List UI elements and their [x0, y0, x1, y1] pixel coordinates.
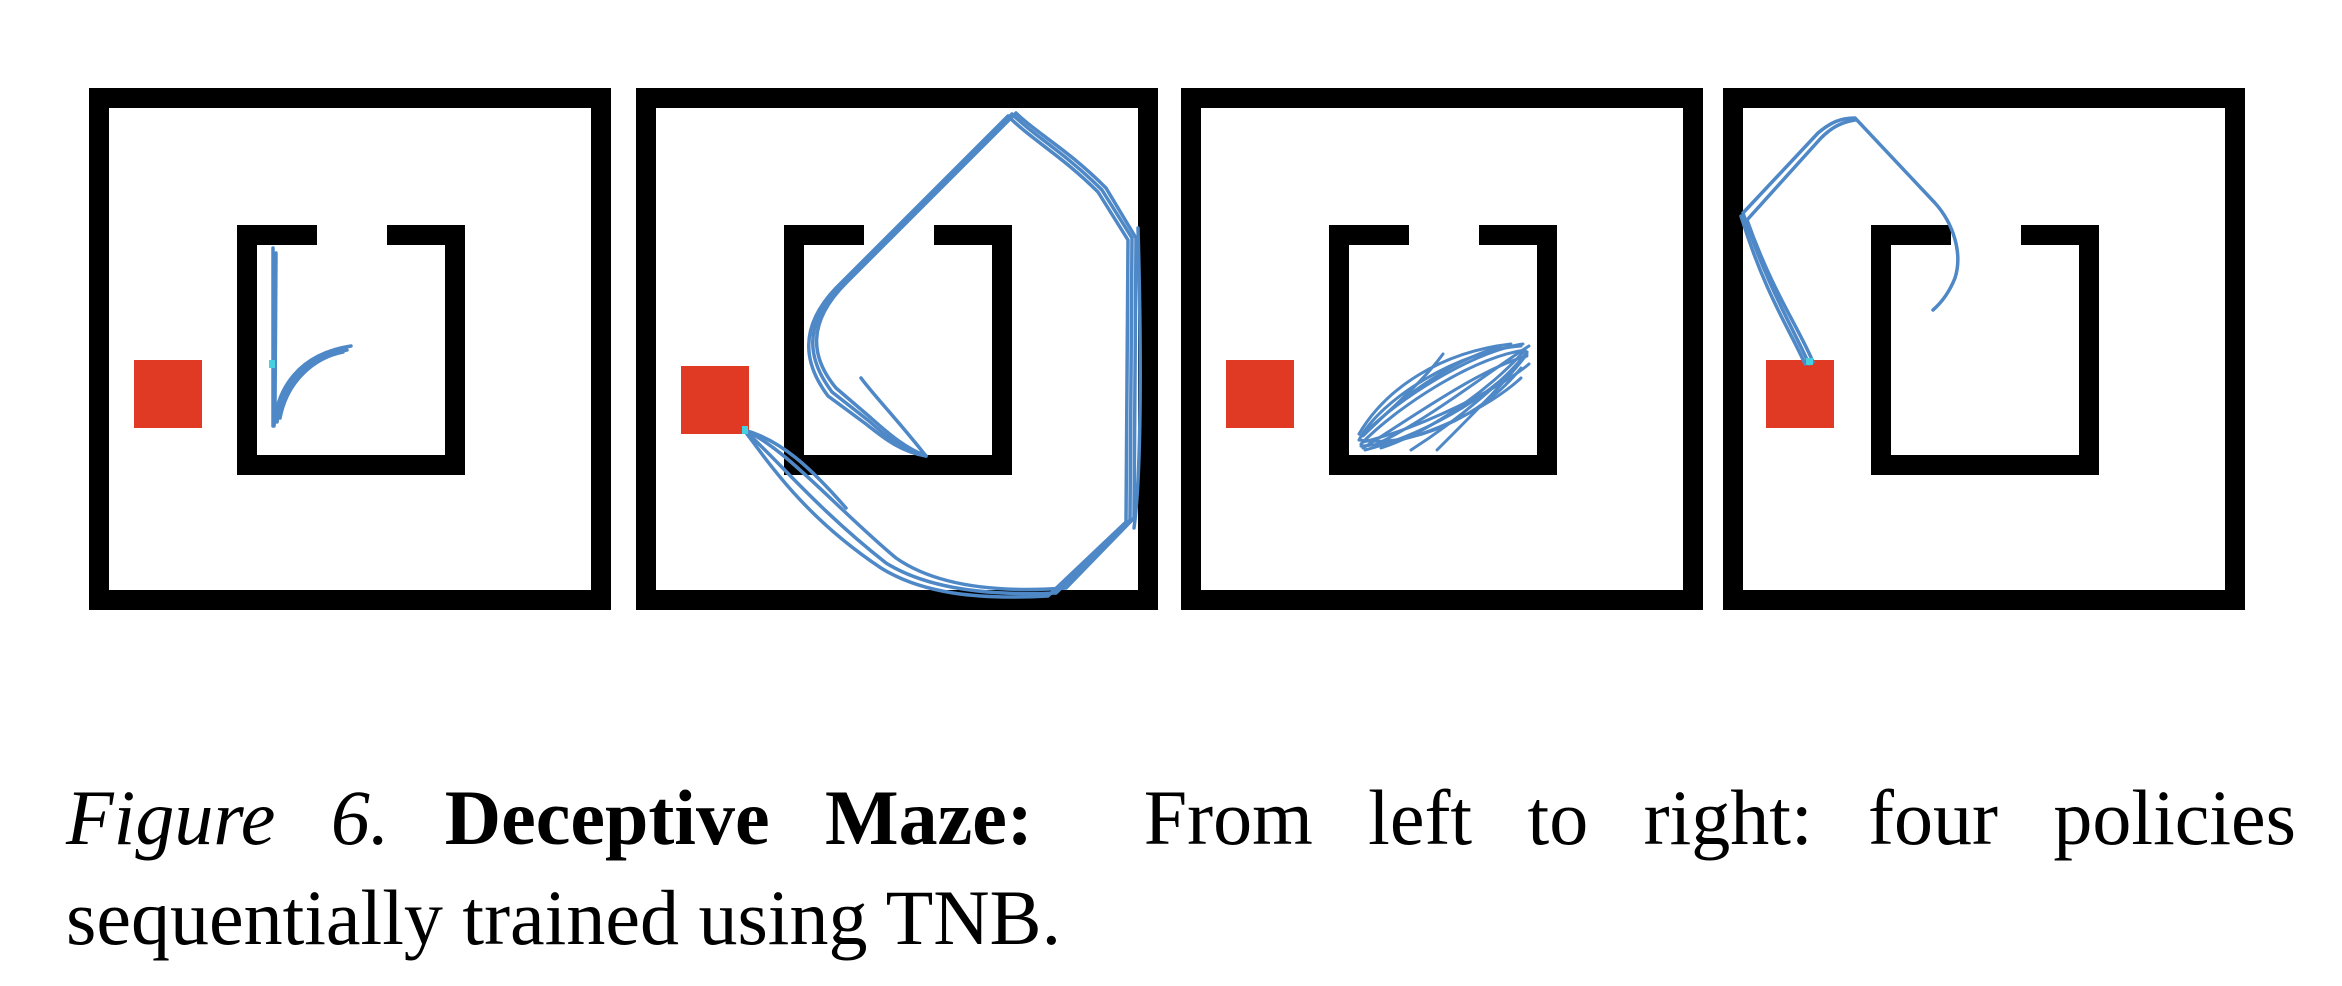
maze-outer-wall: [89, 88, 611, 610]
caption-text: From left to right: four policies sequen…: [66, 774, 2297, 961]
trajectory: [278, 350, 345, 420]
trajectory: [1359, 348, 1527, 446]
maze-outer-wall: [1181, 88, 1703, 610]
maze-panel-policy-1: [89, 88, 611, 610]
maze-inner-u-wall: [1871, 225, 2099, 475]
trajectory: [1409, 350, 1529, 452]
trajectory: [1369, 344, 1503, 430]
trajectory-set: [742, 111, 1142, 599]
trajectory: [1132, 226, 1142, 530]
trajectory: [273, 251, 278, 410]
maze-panel-3-svg: [1181, 88, 1703, 610]
maze-outer-wall: [1723, 88, 2245, 610]
figure-caption: Figure 6. Deceptive Maze: From left to r…: [66, 768, 2296, 968]
trajectory: [1375, 344, 1531, 446]
trajectory-start-marker: [742, 426, 748, 434]
maze-panel-policy-4: [1723, 88, 2245, 610]
trajectory: [742, 428, 848, 510]
trajectory: [1435, 352, 1529, 452]
figure-deceptive-maze: [89, 88, 2245, 610]
goal-square: [1766, 360, 1834, 428]
maze-panel-4-svg: [1723, 88, 2245, 610]
goal-square: [1226, 360, 1294, 428]
maze-inner-u-wall: [1329, 225, 1557, 475]
trajectory-set: [271, 246, 353, 428]
goal-square: [134, 360, 202, 428]
trajectory: [742, 114, 1130, 599]
trajectory: [272, 344, 353, 428]
maze-outer-wall: [636, 88, 1158, 610]
trajectory: [742, 112, 1134, 596]
trajectory: [1359, 376, 1523, 448]
trajectory-set: [1739, 116, 1960, 366]
trajectory-set: [1357, 342, 1531, 452]
maze-panel-policy-2: [636, 88, 1158, 610]
caption-title: Deceptive Maze:: [444, 774, 1033, 861]
trajectory: [275, 348, 349, 424]
trajectory-start-marker: [269, 360, 275, 368]
trajectory: [1739, 214, 1807, 366]
trajectory-start-marker: [1806, 358, 1813, 365]
caption-figure-label: Figure 6.: [66, 774, 390, 861]
maze-panel-1-svg: [89, 88, 611, 610]
trajectory: [1741, 116, 1960, 366]
maze-inner-u-wall: [237, 225, 465, 475]
trajectory: [1745, 118, 1857, 364]
maze-inner-u-wall: [784, 225, 1012, 475]
maze-panel-2-svg: [636, 88, 1158, 610]
goal-square: [681, 366, 749, 434]
trajectory: [1357, 342, 1513, 436]
maze-panel-policy-3: [1181, 88, 1703, 610]
